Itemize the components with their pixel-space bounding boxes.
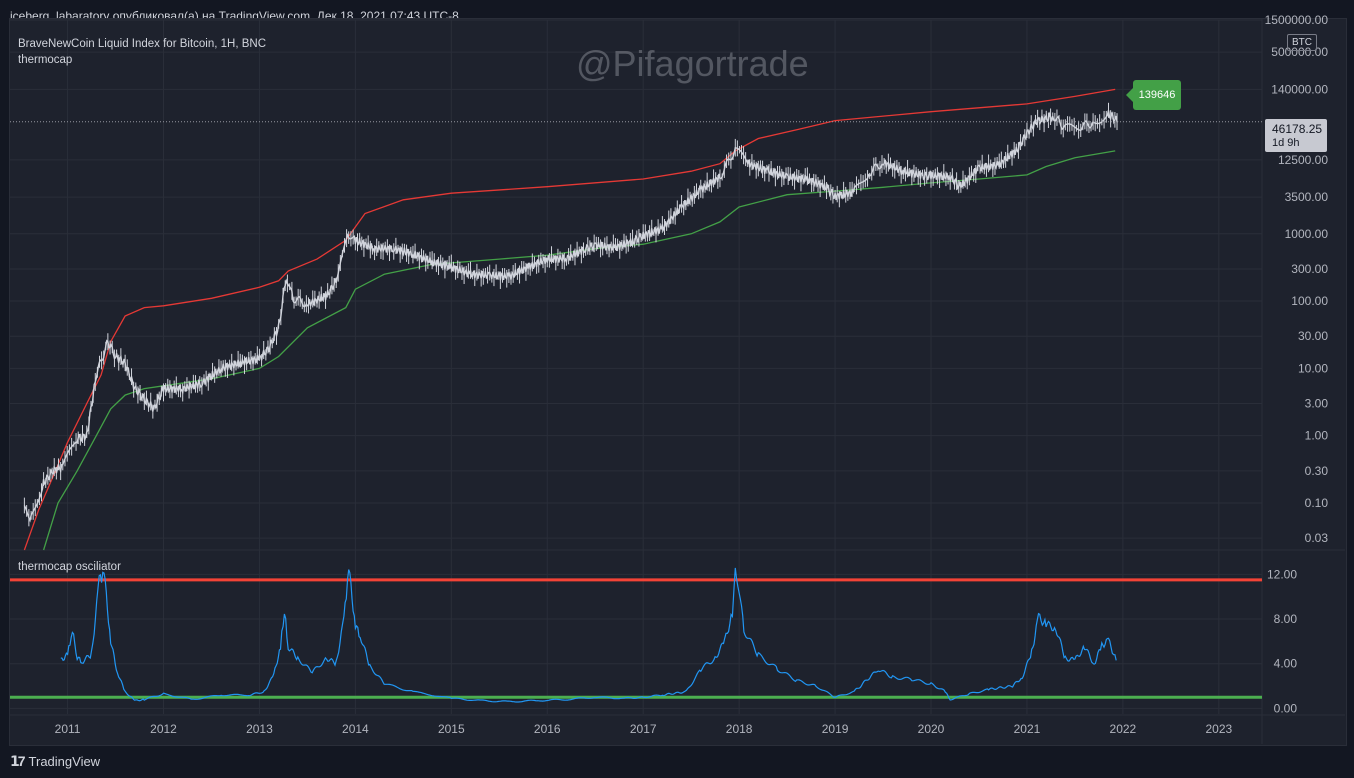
osc-y-tick-label: 12.00 bbox=[1267, 567, 1297, 581]
last-price-tag: 46178.25 1d 9h bbox=[1265, 119, 1327, 152]
osc-y-tick-label: 8.00 bbox=[1274, 612, 1298, 626]
tradingview-logo-icon: 𝟭7 bbox=[10, 753, 25, 769]
y-tick-label: 30.00 bbox=[1298, 329, 1328, 343]
indicator-name: thermocap bbox=[18, 54, 73, 66]
x-tick-label: 2014 bbox=[342, 722, 369, 736]
grid-lines bbox=[10, 19, 1345, 744]
chart-frame bbox=[9, 18, 1347, 746]
x-tick-label: 2017 bbox=[630, 722, 657, 736]
x-tick-label: 2020 bbox=[918, 722, 945, 736]
lower-band-line bbox=[42, 150, 1116, 551]
x-tick-label: 2012 bbox=[150, 722, 177, 736]
y-tick-label: 140000.00 bbox=[1271, 82, 1328, 96]
x-tick-label: 2021 bbox=[1014, 722, 1041, 736]
y-tick-label: 1000.00 bbox=[1285, 227, 1329, 241]
osc-y-tick-label: 4.00 bbox=[1274, 657, 1298, 671]
osc-y-tick-label: 0.00 bbox=[1274, 701, 1298, 715]
y-tick-label: 1.00 bbox=[1305, 429, 1329, 443]
last-price: 46178.25 bbox=[1272, 122, 1323, 136]
y-tick-label: 10.00 bbox=[1298, 361, 1328, 375]
oscillator-pane-series bbox=[10, 567, 1262, 703]
x-tick-label: 2018 bbox=[726, 722, 753, 736]
symbol-title: BraveNewCoin Liquid Index for Bitcoin, 1… bbox=[18, 38, 267, 50]
tradingview-brand: TradingView bbox=[28, 754, 101, 769]
y-tick-label: 0.10 bbox=[1305, 496, 1329, 510]
x-tick-label: 2023 bbox=[1205, 722, 1232, 736]
y-tick-label: 3500.00 bbox=[1285, 190, 1329, 204]
y-tick-label: 300.00 bbox=[1291, 262, 1328, 276]
y-tick-label: 0.30 bbox=[1305, 464, 1329, 478]
bar-countdown: 1d 9h bbox=[1272, 137, 1300, 149]
upper-band-value-flag: 139646 bbox=[1126, 80, 1181, 110]
footer-bar: 𝟭7 TradingView bbox=[0, 746, 1354, 778]
tradingview-logo[interactable]: 𝟭7 TradingView bbox=[10, 753, 100, 770]
upper-band-line bbox=[23, 88, 1116, 551]
price-line bbox=[23, 110, 1119, 523]
y-tick-label: 12500.00 bbox=[1278, 153, 1328, 167]
axes: 2011 2012 2013 2014 2015 2016 2017 2018 2019 2020… bbox=[55, 13, 1329, 736]
x-tick-label: 2016 bbox=[534, 722, 561, 736]
x-tick-label: 2015 bbox=[438, 722, 465, 736]
x-tick-label: 2011 bbox=[55, 722, 81, 736]
y-tick-label: 500000.00 bbox=[1271, 45, 1328, 59]
x-tick-label: 2013 bbox=[246, 722, 273, 736]
oscillator-title: thermocap osciliator bbox=[18, 561, 121, 573]
y-tick-label: 1500000.00 bbox=[1265, 13, 1329, 27]
oscillator-line bbox=[60, 567, 1117, 703]
watermark: @Pifagortrade bbox=[576, 43, 809, 84]
y-tick-label: 100.00 bbox=[1291, 294, 1328, 308]
x-tick-label: 2022 bbox=[1110, 722, 1137, 736]
y-tick-label: 3.00 bbox=[1305, 397, 1329, 411]
currency-badge[interactable]: BTC bbox=[1287, 34, 1317, 51]
y-tick-label: 0.03 bbox=[1305, 531, 1329, 545]
x-tick-label: 2019 bbox=[822, 722, 849, 736]
main-pane-series bbox=[10, 88, 1262, 551]
